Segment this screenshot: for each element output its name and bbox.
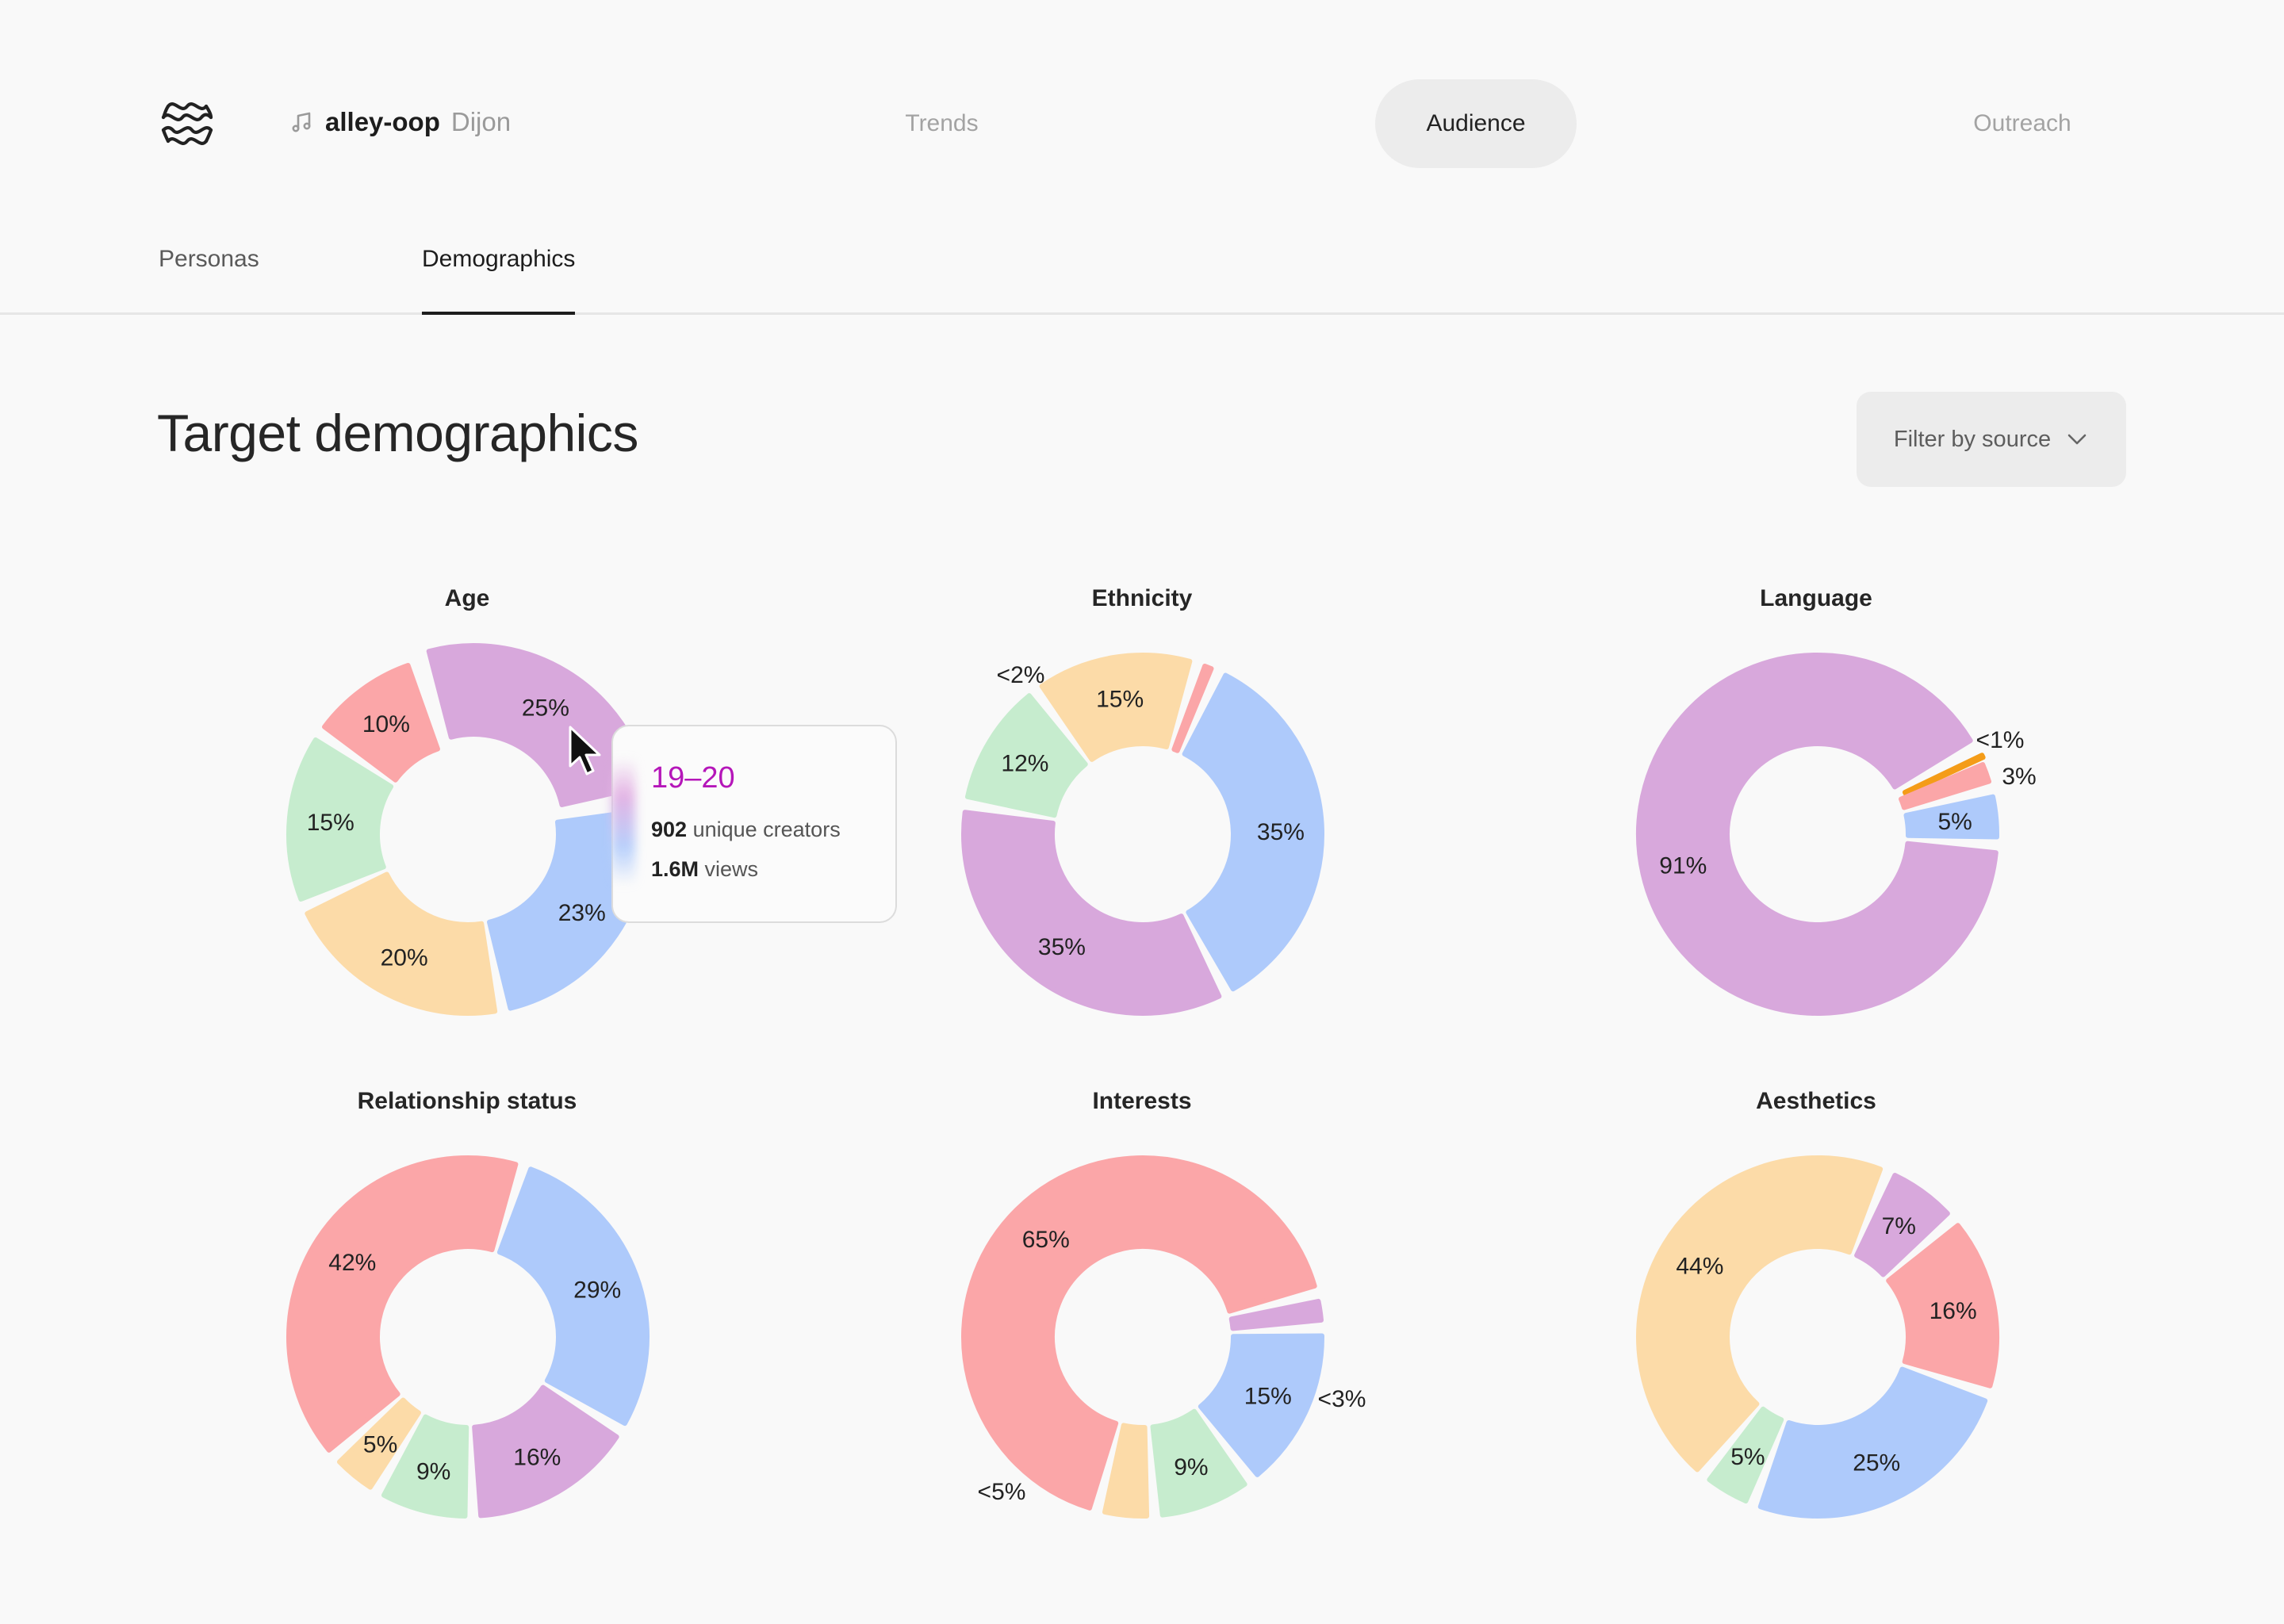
slice-label: 7% <box>1882 1213 1916 1239</box>
slice-label: 5% <box>363 1431 397 1457</box>
donut-slice[interactable] <box>286 737 394 902</box>
music-note-icon <box>292 112 311 132</box>
donut-slice[interactable] <box>472 1385 619 1519</box>
nav-audience[interactable]: Audience <box>1375 79 1577 168</box>
slice-label: 9% <box>416 1459 450 1485</box>
donut-slice[interactable] <box>322 662 440 783</box>
slice-label: <5% <box>978 1479 1026 1505</box>
tooltip-views: 1.6M views <box>651 857 758 882</box>
slice-label: 9% <box>1174 1454 1208 1480</box>
tooltip-creators-value: 902 <box>651 818 688 841</box>
slice-label: 29% <box>573 1277 621 1304</box>
chart-title-age: Age <box>444 585 490 611</box>
slice-label: 65% <box>1022 1227 1070 1253</box>
chart-title-ethnicity: Ethnicity <box>1091 585 1193 611</box>
slice-label: 5% <box>1937 809 1972 835</box>
donut-slice[interactable] <box>964 693 1088 818</box>
project-name: alley-oop <box>325 107 440 136</box>
donut-slice[interactable] <box>1903 794 1999 840</box>
donut-slice[interactable] <box>1707 1406 1784 1504</box>
chart-title-interests: Interests <box>1092 1088 1192 1114</box>
aesthetics-donut-chart[interactable]: 7% 16% 25% 5% 44% <box>1580 1099 2056 1575</box>
slice-label: 20% <box>381 944 428 971</box>
tab-personas[interactable]: Personas <box>159 246 259 272</box>
slice-label: 15% <box>1244 1383 1292 1409</box>
filter-label: Filter by source <box>1893 426 2052 452</box>
slice-label: 3% <box>2002 764 2036 790</box>
donut-slice[interactable] <box>961 1155 1317 1511</box>
slice-label: 35% <box>1038 934 1086 960</box>
donut-slice[interactable] <box>1899 762 1992 810</box>
slice-label: 91% <box>1659 853 1707 879</box>
tooltip-views-label: views <box>704 857 759 881</box>
brand-logo-icon[interactable] <box>157 94 217 154</box>
tooltip-creators: 902 unique creators <box>651 818 841 842</box>
project-switcher[interactable]: alley-oop Dijon <box>289 105 511 140</box>
donut-slice[interactable] <box>305 871 498 1016</box>
donut-slice[interactable] <box>1228 1298 1324 1331</box>
slice-label: <3% <box>1318 1386 1366 1412</box>
donut-slice[interactable] <box>381 1414 469 1519</box>
nav-outreach[interactable]: Outreach <box>1973 110 2071 136</box>
ethnicity-donut-chart[interactable]: 35% 35% 12% 15% <2% <box>905 596 1381 1072</box>
slice-label: 10% <box>362 711 410 737</box>
slice-label: 15% <box>1096 686 1144 712</box>
tab-demographics[interactable]: Demographics <box>422 246 576 315</box>
chart-title-relationship-status: Relationship status <box>357 1088 577 1114</box>
donut-slice[interactable] <box>1102 1423 1150 1519</box>
sub-tabs: Personas Demographics <box>0 238 2284 315</box>
donut-slice[interactable] <box>1757 1366 1988 1519</box>
donut-slice[interactable] <box>1182 672 1325 992</box>
chart-title-language: Language <box>1760 585 1872 611</box>
donut-slice[interactable] <box>1635 653 1998 1016</box>
filter-by-source-dropdown[interactable]: Filter by source <box>1857 392 2126 487</box>
slice-label: <2% <box>997 662 1045 688</box>
donut-slice[interactable] <box>1886 1223 1999 1388</box>
project-artist: Dijon <box>450 107 512 136</box>
slice-label: 25% <box>522 695 569 722</box>
tooltip-gradient-bar <box>611 758 635 885</box>
donut-slice[interactable] <box>496 1166 650 1427</box>
slice-label: 35% <box>1257 819 1305 845</box>
donut-slice[interactable] <box>1635 1155 1884 1473</box>
slice-label: 25% <box>1853 1450 1900 1476</box>
interests-donut-chart[interactable]: <3% 15% 9% <5% 65% <box>905 1099 1381 1575</box>
slice-label: 16% <box>1930 1298 1977 1324</box>
donut-slice[interactable] <box>1171 663 1214 753</box>
language-donut-chart[interactable]: <1% 3% 5% 91% <box>1580 596 2056 1072</box>
age-donut-chart[interactable]: 25% 23% 20% 15% 10% <box>230 596 706 1072</box>
slice-label: 5% <box>1730 1444 1765 1470</box>
chart-title-aesthetics: Aesthetics <box>1756 1088 1876 1114</box>
donut-slice[interactable] <box>1854 1173 1950 1277</box>
tooltip-views-value: 1.6M <box>651 857 699 881</box>
donut-slice[interactable] <box>1150 1408 1247 1518</box>
slice-label: 15% <box>307 810 354 836</box>
tooltip-creators-label: unique creators <box>692 818 841 841</box>
donut-slice[interactable] <box>286 1155 519 1453</box>
slice-label: 16% <box>513 1445 561 1471</box>
nav-trends[interactable]: Trends <box>905 110 979 136</box>
top-bar: alley-oop Dijon Trends Audience Outreach <box>0 0 2284 206</box>
slice-label: 12% <box>1001 750 1048 776</box>
slice-label: <1% <box>1976 727 2025 753</box>
chart-tooltip: 19–20 902 unique creators 1.6M views <box>611 725 897 923</box>
donut-slice[interactable] <box>961 810 1222 1017</box>
slice-label: 44% <box>1676 1253 1723 1279</box>
donut-slice[interactable] <box>336 1397 421 1490</box>
chevron-down-icon <box>2067 434 2087 445</box>
page-title: Target demographics <box>157 404 638 462</box>
donut-slice[interactable] <box>1902 753 1986 796</box>
slice-label: 23% <box>558 900 606 926</box>
tooltip-title: 19–20 <box>651 761 735 795</box>
donut-slice[interactable] <box>1198 1333 1325 1477</box>
slice-label: 42% <box>328 1250 376 1276</box>
donut-slice[interactable] <box>1039 653 1193 762</box>
relationship-status-donut-chart[interactable]: 29% 16% 9% 5% 42% <box>230 1099 706 1575</box>
mouse-cursor-icon <box>569 726 601 776</box>
